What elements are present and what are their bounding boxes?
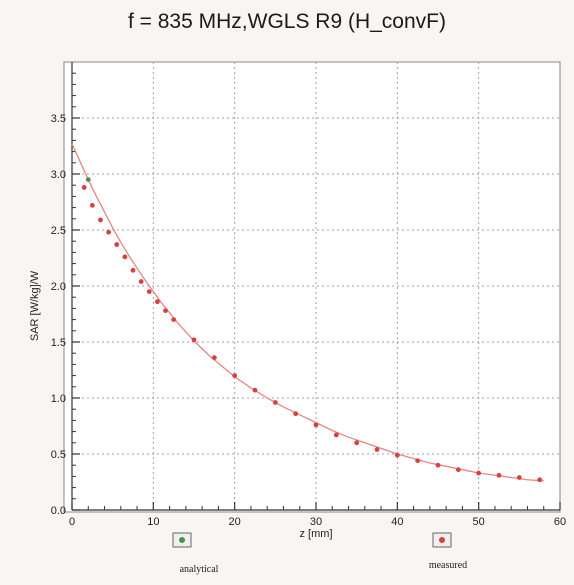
x-tick-label: 0: [69, 516, 75, 528]
measured-point: [496, 472, 502, 478]
measured-point: [333, 432, 339, 438]
measured-point: [394, 452, 400, 458]
measured-point: [98, 217, 103, 223]
legend-marker-analytical: [179, 537, 185, 543]
x-tick-label: 60: [554, 516, 566, 528]
measured-point: [122, 254, 128, 260]
x-tick-label: 50: [473, 516, 485, 528]
y-axis-label: SAR [W/kg]/W: [29, 270, 41, 341]
measured-point: [435, 462, 441, 468]
x-tick-label: 10: [147, 516, 159, 528]
measured-point: [163, 308, 168, 314]
plot-area: [63, 61, 561, 513]
measured-point: [415, 458, 421, 464]
measured-point: [537, 477, 543, 483]
y-tick-label: 3.0: [51, 169, 66, 181]
measured-point: [272, 400, 278, 405]
measured-point: [146, 289, 152, 294]
measured-point: [313, 422, 319, 428]
grid: [72, 62, 560, 510]
series: [71, 143, 544, 483]
measured-point: [130, 267, 136, 273]
y-tick-label: 3.5: [51, 113, 66, 125]
x-tick-label: 30: [310, 516, 322, 528]
measured-point: [211, 355, 217, 361]
legend-label-analytical: analytical: [180, 564, 219, 575]
y-tick-label: 0.5: [51, 449, 66, 461]
ticks: [71, 62, 561, 511]
analytical-point: [85, 177, 91, 183]
measured-point: [476, 470, 482, 476]
y-tick-label: 1.0: [51, 393, 66, 405]
legend: analytical measured: [172, 532, 467, 575]
measured-point: [114, 242, 120, 247]
legend-marker-measured: [439, 537, 445, 543]
measured-point: [155, 299, 160, 305]
y-tick-label: 2.0: [51, 281, 66, 293]
y-tick-label: 2.5: [51, 225, 66, 237]
labels: 0 10 20 30 40 50 60 0.0 0.5 1.0 1.5 2.0 2.5 3.0 3.5 z […: [29, 113, 566, 540]
measured-point: [516, 475, 522, 480]
x-tick-label: 20: [229, 516, 241, 528]
measured-point: [89, 202, 95, 208]
y-tick-label: 1.5: [51, 337, 66, 349]
measured-point: [191, 337, 197, 343]
measured-point: [455, 467, 461, 473]
legend-label-measured: measured: [429, 560, 467, 571]
measured-point: [138, 279, 144, 284]
x-tick-label: 40: [391, 516, 403, 528]
measured-point: [81, 185, 87, 190]
chart-title: f = 835 MHz,WGLS R9 (H_convF): [127, 10, 446, 33]
measured-point: [232, 373, 238, 378]
y-tick-label: 0.0: [51, 505, 66, 517]
measured-point: [374, 447, 380, 452]
measured-point: [293, 411, 299, 417]
measured-point: [354, 440, 360, 446]
measured-point: [252, 387, 258, 393]
measured-point: [171, 317, 177, 322]
x-axis-label: z [mm]: [300, 528, 333, 540]
measured-point: [106, 229, 111, 235]
